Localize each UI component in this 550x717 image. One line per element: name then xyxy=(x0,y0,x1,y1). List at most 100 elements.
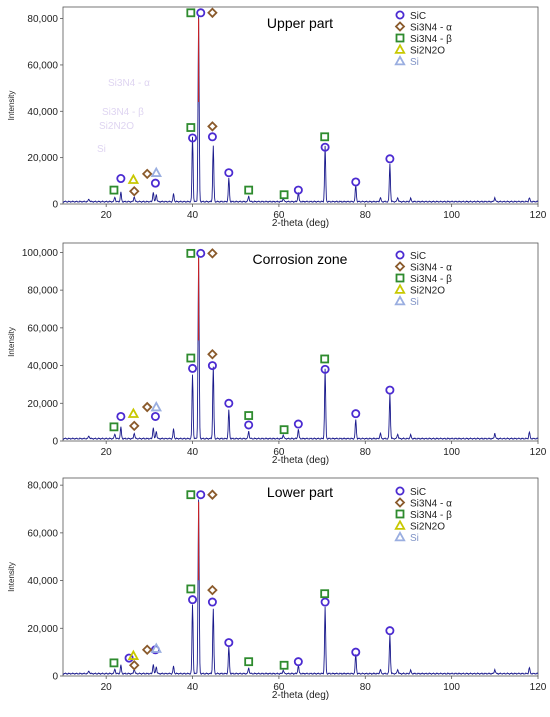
phase-marker-sic xyxy=(385,385,395,395)
phase-marker-si3n4-beta xyxy=(186,8,196,18)
x-tick-label: 20 xyxy=(101,210,113,221)
phase-marker-si3n4-beta xyxy=(186,123,196,132)
legend-symbol-si2n2o xyxy=(394,519,406,530)
phase-marker-si3n4-alpha xyxy=(207,7,218,19)
x-tick-label: 80 xyxy=(360,210,372,221)
legend-label: Si2N2O xyxy=(410,45,445,56)
phase-marker-sic xyxy=(293,419,303,429)
x-tick-label: 40 xyxy=(187,210,199,221)
legend-label: SiC xyxy=(410,487,426,498)
phase-marker-sic xyxy=(320,597,330,607)
phase-marker-sic xyxy=(224,168,234,178)
legend-symbol-si2n2o xyxy=(394,283,406,294)
legend-label: Si xyxy=(410,533,419,544)
x-tick-label: 100 xyxy=(443,210,460,221)
phase-marker-si xyxy=(150,166,163,177)
legend-label: Si3N4 - α xyxy=(410,498,452,509)
xrd-trace xyxy=(62,16,539,204)
x-axis-label: 2-theta (deg) xyxy=(272,455,329,466)
phase-marker-sic xyxy=(320,364,330,374)
phase-marker-si3n4-beta xyxy=(244,411,254,420)
phase-marker-sic xyxy=(224,398,234,408)
y-tick-label: 0 xyxy=(52,200,58,211)
x-tick-label: 60 xyxy=(273,682,285,693)
phase-marker-si3n4-alpha xyxy=(207,121,218,132)
phase-marker-si2n2o xyxy=(127,173,140,184)
legend-label: Si3N4 - α xyxy=(410,262,452,273)
phase-marker-sic xyxy=(224,638,234,648)
phase-marker-si3n4-alpha xyxy=(207,348,218,360)
faint-label: Si3N4 - β xyxy=(102,107,144,118)
phase-marker-si2n2o xyxy=(127,649,140,660)
y-tick-label: 40,000 xyxy=(27,107,58,118)
y-tick-label: 0 xyxy=(52,437,58,448)
y-tick-label: 0 xyxy=(52,672,58,683)
x-tick-label: 100 xyxy=(443,447,460,458)
y-tick-label: 40,000 xyxy=(27,576,58,587)
phase-marker-si3n4-alpha xyxy=(141,401,153,413)
phase-marker-sic xyxy=(124,653,134,663)
x-tick-label: 20 xyxy=(101,682,113,693)
legend-label: Si3N4 - α xyxy=(410,22,452,33)
phase-marker-sic xyxy=(385,626,395,636)
plot-frame xyxy=(62,242,539,442)
phase-marker-si3n4-beta xyxy=(244,185,254,195)
legend-symbol-si3n4-alpha xyxy=(394,261,406,272)
legend-label: Si xyxy=(410,57,419,68)
y-tick-label: 20,000 xyxy=(27,624,58,635)
phase-marker-si xyxy=(150,401,163,412)
phase-marker-sic xyxy=(116,174,126,184)
phase-marker-sic xyxy=(207,361,217,371)
y-axis-label: Intensity xyxy=(7,327,16,357)
x-tick-label: 120 xyxy=(530,447,547,458)
phase-marker-sic xyxy=(320,142,330,152)
phase-marker-si3n4-beta xyxy=(186,353,196,363)
phase-marker-si3n4-alpha xyxy=(128,420,140,432)
phase-marker-sic xyxy=(196,490,206,500)
phase-marker-si3n4-beta xyxy=(279,425,289,435)
phase-marker-sic xyxy=(116,411,126,421)
phase-marker-sic xyxy=(207,132,217,142)
phase-marker-si3n4-alpha xyxy=(128,659,140,671)
legend-symbol-si xyxy=(394,530,406,542)
phase-marker-si3n4-alpha xyxy=(141,644,153,656)
chart-title: Corrosion zone xyxy=(253,251,348,267)
phase-marker-sic xyxy=(207,597,217,607)
chart-panel-3: 0 20,000 40,000 60,000 80,000 20 40 60 80 100 120 2… xyxy=(7,477,547,701)
phase-marker-sic xyxy=(351,409,361,419)
x-axis-label: 2-theta (deg) xyxy=(272,690,329,701)
phase-marker-si3n4-beta xyxy=(186,248,196,258)
phase-marker-si3n4-alpha xyxy=(128,185,140,197)
legend-symbol-si xyxy=(394,294,406,306)
x-axis-label: 2-theta (deg) xyxy=(272,218,329,229)
legend-symbol-sic xyxy=(395,10,405,20)
legend-symbol-sic xyxy=(395,250,405,260)
y-tick-label: 80,000 xyxy=(27,481,58,492)
x-tick-label: 120 xyxy=(530,210,547,221)
phase-marker-si3n4-beta xyxy=(320,132,330,142)
x-tick-label: 60 xyxy=(273,447,285,458)
phase-marker-si2n2o xyxy=(127,407,140,418)
phase-marker-si3n4-beta xyxy=(279,190,289,200)
phase-marker-si3n4-beta xyxy=(109,422,119,432)
y-tick-label: 80,000 xyxy=(27,286,58,297)
phase-marker-si3n4-alpha xyxy=(141,168,153,180)
phase-marker-sic xyxy=(196,8,206,18)
y-tick-label: 60,000 xyxy=(27,528,58,539)
phase-marker-sic xyxy=(196,248,206,258)
legend-label: Si xyxy=(410,297,419,308)
phase-marker-sic xyxy=(188,363,198,373)
y-tick-label: 20,000 xyxy=(27,399,58,410)
phase-marker-si3n4-alpha xyxy=(207,248,218,259)
legend-symbol-si3n4-beta xyxy=(395,33,405,43)
phase-marker-si3n4-beta xyxy=(109,185,119,195)
phase-marker-si3n4-beta xyxy=(109,658,119,668)
phase-marker-sic xyxy=(385,154,395,164)
legend-symbol-si2n2o xyxy=(394,43,406,54)
x-tick-label: 80 xyxy=(360,447,372,458)
phase-marker-sic xyxy=(188,595,198,605)
y-tick-label: 60,000 xyxy=(27,60,58,71)
phase-marker-sic xyxy=(293,657,303,667)
y-axis-label: Intensity xyxy=(7,562,16,592)
